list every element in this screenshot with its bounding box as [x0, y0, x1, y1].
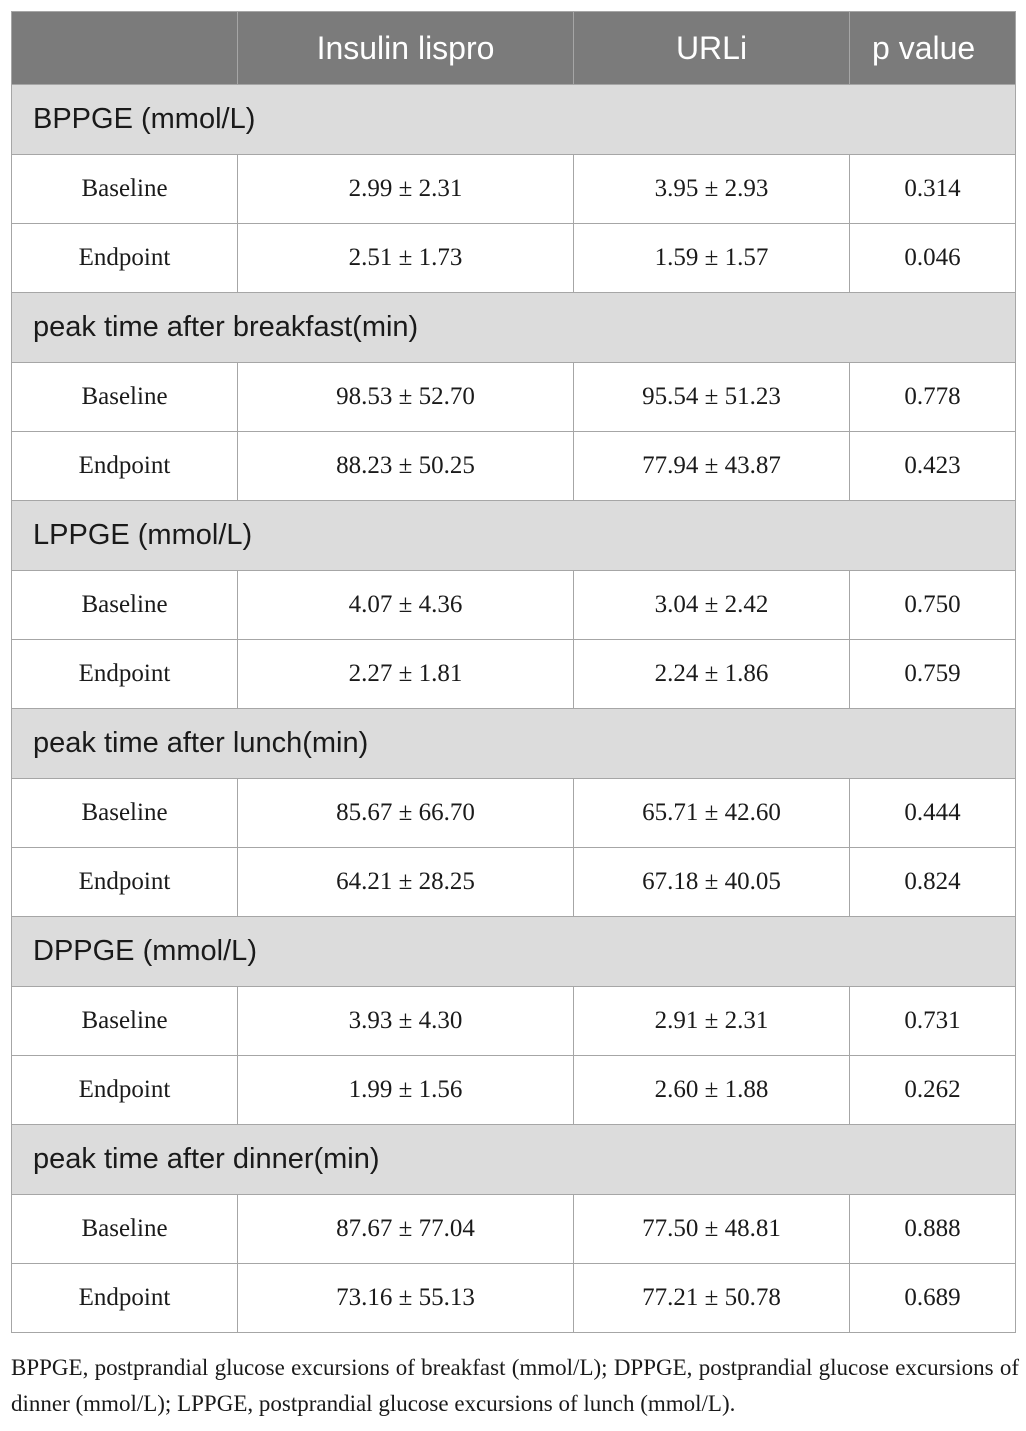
header-urli: URLi [573, 11, 850, 85]
row-label: Endpoint [11, 223, 238, 293]
urli-cell: 77.94 ± 43.87 [573, 431, 850, 501]
p-value-cell: 0.824 [849, 847, 1016, 917]
section-title: DPPGE (mmol/L) [11, 916, 1016, 987]
urli-cell: 65.71 ± 42.60 [573, 778, 850, 848]
lispro-cell: 64.21 ± 28.25 [237, 847, 574, 917]
urli-cell: 2.60 ± 1.88 [573, 1055, 850, 1125]
table-row: Endpoint 2.51 ± 1.73 1.59 ± 1.57 0.046 [11, 223, 1016, 293]
p-value-cell: 0.423 [849, 431, 1016, 501]
row-label: Baseline [11, 570, 238, 640]
table-row: Endpoint 73.16 ± 55.13 77.21 ± 50.78 0.6… [11, 1263, 1016, 1333]
table-row: Baseline 4.07 ± 4.36 3.04 ± 2.42 0.750 [11, 570, 1016, 640]
row-label: Baseline [11, 1194, 238, 1264]
section-row-lppge: LPPGE (mmol/L) [11, 500, 1016, 571]
urli-cell: 77.50 ± 48.81 [573, 1194, 850, 1264]
row-label: Endpoint [11, 431, 238, 501]
row-label: Endpoint [11, 1263, 238, 1333]
row-label: Baseline [11, 778, 238, 848]
section-title: BPPGE (mmol/L) [11, 84, 1016, 155]
p-value-cell: 0.759 [849, 639, 1016, 709]
lispro-cell: 2.51 ± 1.73 [237, 223, 574, 293]
lispro-cell: 1.99 ± 1.56 [237, 1055, 574, 1125]
header-empty-cell [11, 11, 238, 85]
row-label: Baseline [11, 154, 238, 224]
lispro-cell: 87.67 ± 77.04 [237, 1194, 574, 1264]
lispro-cell: 3.93 ± 4.30 [237, 986, 574, 1056]
table-row: Endpoint 88.23 ± 50.25 77.94 ± 43.87 0.4… [11, 431, 1016, 501]
section-row-peak-breakfast: peak time after breakfast(min) [11, 292, 1016, 363]
section-title: peak time after breakfast(min) [11, 292, 1016, 363]
p-value-cell: 0.444 [849, 778, 1016, 848]
lispro-cell: 88.23 ± 50.25 [237, 431, 574, 501]
section-title: peak time after dinner(min) [11, 1124, 1016, 1195]
lispro-cell: 2.99 ± 2.31 [237, 154, 574, 224]
section-row-bppge: BPPGE (mmol/L) [11, 84, 1016, 155]
section-row-dppge: DPPGE (mmol/L) [11, 916, 1016, 987]
p-value-cell: 0.778 [849, 362, 1016, 432]
lispro-cell: 2.27 ± 1.81 [237, 639, 574, 709]
row-label: Endpoint [11, 639, 238, 709]
table-footnote: BPPGE, postprandial glucose excursions o… [11, 1355, 1019, 1416]
row-label: Baseline [11, 986, 238, 1056]
row-label: Endpoint [11, 1055, 238, 1125]
p-value-cell: 0.046 [849, 223, 1016, 293]
table-row: Endpoint 1.99 ± 1.56 2.60 ± 1.88 0.262 [11, 1055, 1016, 1125]
header-p-value: p value [849, 11, 1016, 85]
urli-cell: 2.24 ± 1.86 [573, 639, 850, 709]
p-value-cell: 0.888 [849, 1194, 1016, 1264]
table-row: Baseline 2.99 ± 2.31 3.95 ± 2.93 0.314 [11, 154, 1016, 224]
p-value-cell: 0.731 [849, 986, 1016, 1056]
lispro-cell: 4.07 ± 4.36 [237, 570, 574, 640]
table-row: Baseline 85.67 ± 66.70 65.71 ± 42.60 0.4… [11, 778, 1016, 848]
lispro-cell: 73.16 ± 55.13 [237, 1263, 574, 1333]
urli-cell: 2.91 ± 2.31 [573, 986, 850, 1056]
urli-cell: 77.21 ± 50.78 [573, 1263, 850, 1333]
urli-cell: 3.04 ± 2.42 [573, 570, 850, 640]
urli-cell: 95.54 ± 51.23 [573, 362, 850, 432]
results-table: Insulin lispro URLi p value BPPGE (mmol/… [11, 11, 1016, 1333]
section-row-peak-lunch: peak time after lunch(min) [11, 708, 1016, 779]
p-value-cell: 0.314 [849, 154, 1016, 224]
urli-cell: 67.18 ± 40.05 [573, 847, 850, 917]
urli-cell: 3.95 ± 2.93 [573, 154, 850, 224]
section-row-peak-dinner: peak time after dinner(min) [11, 1124, 1016, 1195]
table-row: Baseline 98.53 ± 52.70 95.54 ± 51.23 0.7… [11, 362, 1016, 432]
table-row: Endpoint 2.27 ± 1.81 2.24 ± 1.86 0.759 [11, 639, 1016, 709]
header-row: Insulin lispro URLi p value [11, 11, 1016, 85]
table-row: Baseline 87.67 ± 77.04 77.50 ± 48.81 0.8… [11, 1194, 1016, 1264]
p-value-cell: 0.689 [849, 1263, 1016, 1333]
p-value-cell: 0.262 [849, 1055, 1016, 1125]
section-title: LPPGE (mmol/L) [11, 500, 1016, 571]
urli-cell: 1.59 ± 1.57 [573, 223, 850, 293]
lispro-cell: 98.53 ± 52.70 [237, 362, 574, 432]
table-row: Endpoint 64.21 ± 28.25 67.18 ± 40.05 0.8… [11, 847, 1016, 917]
section-title: peak time after lunch(min) [11, 708, 1016, 779]
lispro-cell: 85.67 ± 66.70 [237, 778, 574, 848]
p-value-cell: 0.750 [849, 570, 1016, 640]
row-label: Baseline [11, 362, 238, 432]
header-insulin-lispro: Insulin lispro [237, 11, 574, 85]
table-row: Baseline 3.93 ± 4.30 2.91 ± 2.31 0.731 [11, 986, 1016, 1056]
row-label: Endpoint [11, 847, 238, 917]
